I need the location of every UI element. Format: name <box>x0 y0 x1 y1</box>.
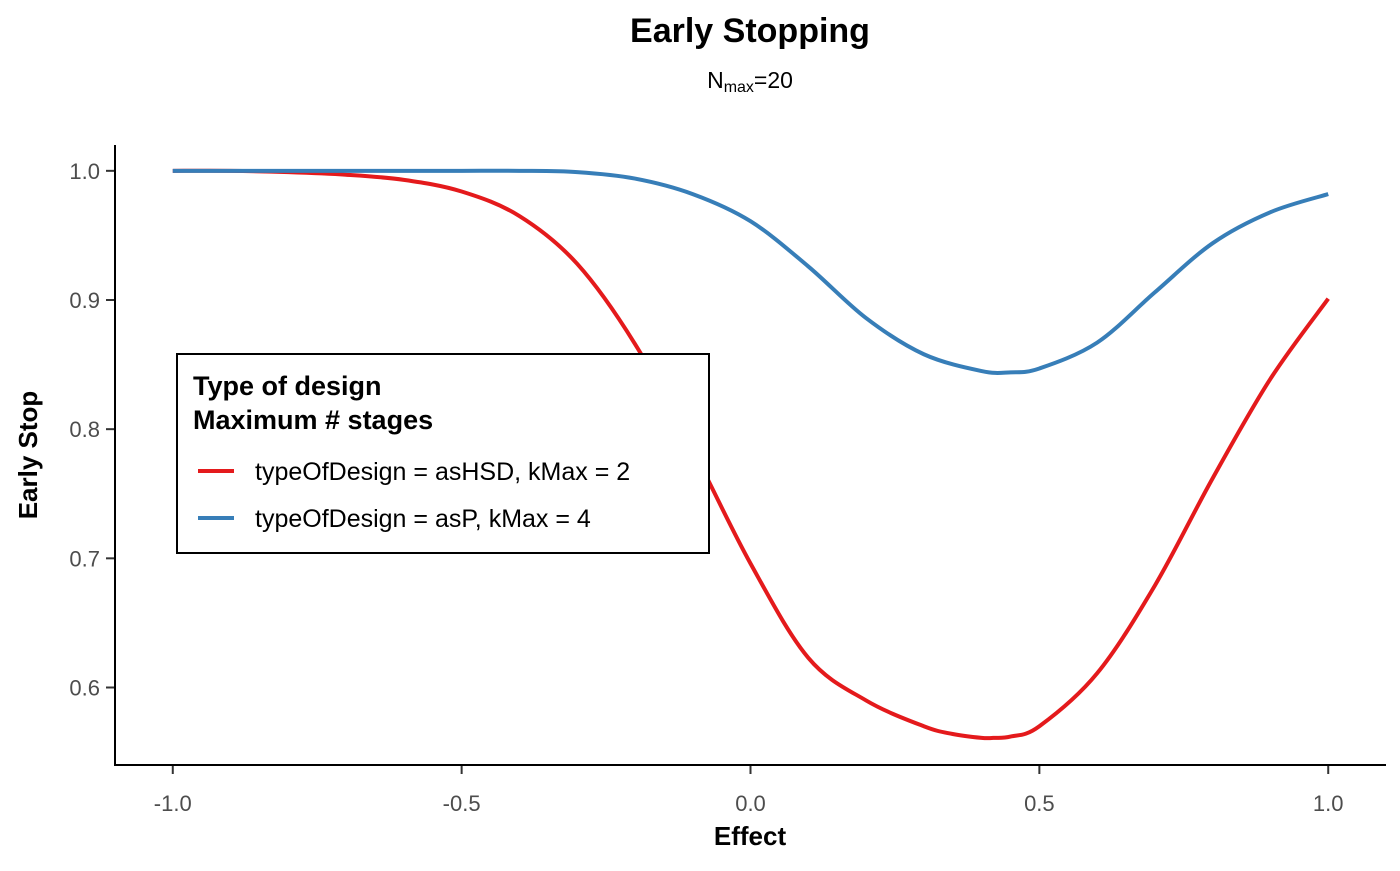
x-tick-label: 0.0 <box>735 791 766 816</box>
y-tick-label: 0.7 <box>69 546 100 571</box>
y-tick-label: 0.9 <box>69 288 100 313</box>
x-tick-label: 1.0 <box>1313 791 1344 816</box>
plot-area: 0.6 0.7 0.8 0.9 1.0 -1.0 -0.5 0.0 0.5 1.0 <box>69 159 1343 816</box>
y-tick-label: 0.8 <box>69 417 100 442</box>
chart-subtitle: Nmax=20 <box>707 67 793 96</box>
x-tick-label: -0.5 <box>443 791 481 816</box>
y-axis-title: Early Stop <box>13 391 43 520</box>
x-axis-title: Effect <box>714 821 787 851</box>
legend-title-line-2: Maximum # stages <box>193 405 433 435</box>
legend: Type of design Maximum # stages typeOfDe… <box>176 353 710 554</box>
y-tick-label: 1.0 <box>69 159 100 184</box>
legend-label-ashsd: typeOfDesign = asHSD, kMax = 2 <box>255 458 630 486</box>
y-tick-label: 0.6 <box>69 676 100 701</box>
x-tick-label: -1.0 <box>154 791 192 816</box>
x-tick-label: 0.5 <box>1024 791 1055 816</box>
legend-label-asp: typeOfDesign = asP, kMax = 4 <box>255 505 591 533</box>
series-line-ashsd <box>172 168 1330 741</box>
chart-title: Early Stopping <box>630 12 870 50</box>
legend-box <box>176 353 710 554</box>
series-line-asp <box>172 168 1329 375</box>
legend-title-line-1: Type of design <box>193 371 382 401</box>
